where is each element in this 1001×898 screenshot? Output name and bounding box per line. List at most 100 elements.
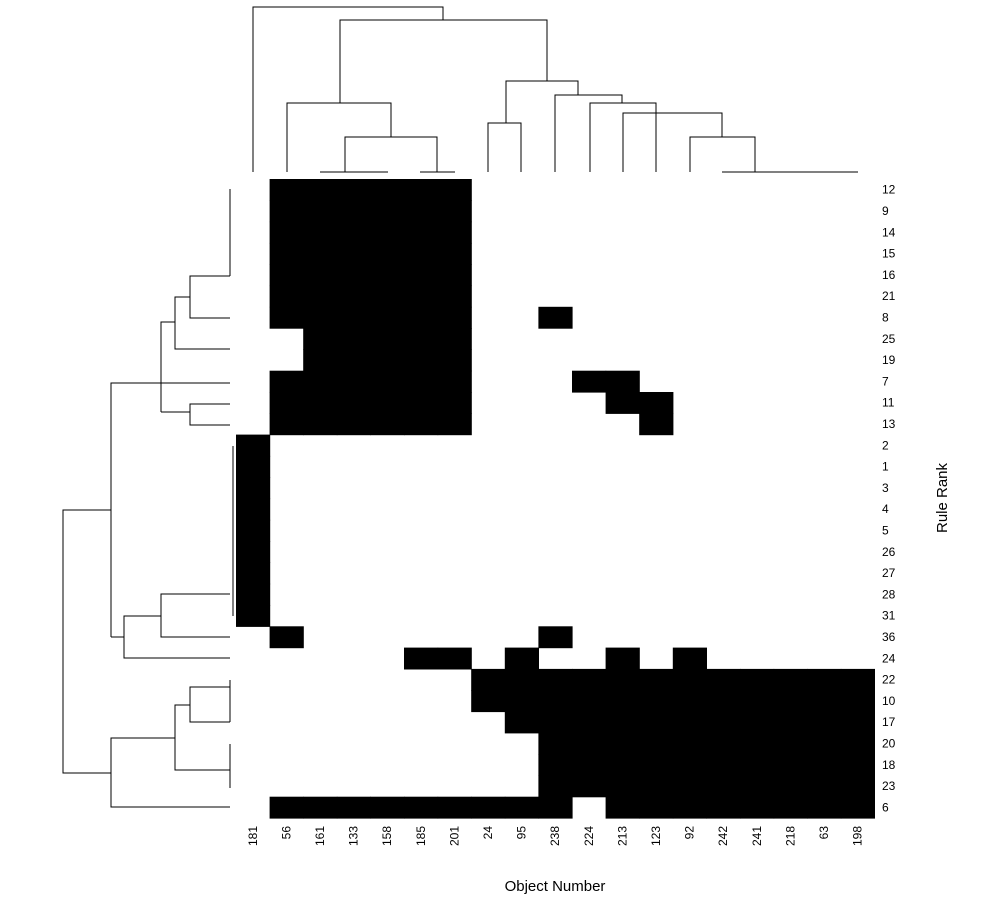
heatmap-cell (303, 413, 338, 436)
row-label: 4 (882, 502, 889, 516)
heatmap-cell (538, 732, 573, 755)
heatmap-cell (269, 392, 304, 414)
row-label: 1 (882, 460, 889, 474)
heatmap-cell (471, 690, 506, 713)
row-label: 11 (882, 396, 895, 410)
heatmap-cell (303, 796, 338, 819)
heatmap-cell (336, 285, 371, 308)
heatmap-cell (236, 605, 271, 627)
heatmap-cell (538, 775, 573, 798)
heatmap-cell (840, 711, 875, 734)
heatmap-cell (269, 285, 304, 308)
heatmap-cell (740, 711, 775, 734)
heatmap-cell (807, 775, 842, 798)
heatmap-cell (370, 179, 405, 201)
heatmap-cell (740, 690, 775, 713)
heatmap-cell (303, 328, 338, 350)
column-label: 24 (481, 826, 495, 840)
heatmap-cell (303, 392, 338, 414)
heatmap-cell (740, 754, 775, 776)
heatmap-cell (504, 690, 539, 713)
heatmap-cell (336, 328, 371, 350)
heatmap-cell (437, 264, 472, 287)
heatmap-cell (538, 754, 573, 776)
heatmap-cell (303, 306, 338, 329)
heatmap-cell (572, 370, 607, 393)
heatmap-cell (336, 306, 371, 329)
heatmap-cell (269, 242, 304, 265)
heatmap-cell (269, 370, 304, 393)
column-label: 185 (414, 826, 428, 846)
heatmap-cell (504, 647, 539, 670)
heatmap-cell (538, 626, 573, 649)
heatmap-cell (437, 413, 472, 436)
heatmap-cell (236, 477, 271, 500)
heatmap-cell (572, 690, 607, 713)
heatmap-cell (404, 306, 439, 329)
heatmap-cell (404, 179, 439, 201)
heatmap-cell (706, 775, 741, 798)
heatmap-cell (236, 434, 271, 457)
heatmap-cell (336, 200, 371, 223)
heatmap-cell (840, 796, 875, 819)
heatmap-cell (672, 754, 707, 776)
heatmap-cell (538, 690, 573, 713)
heatmap-cell (773, 775, 808, 798)
heatmap-cell (336, 796, 371, 819)
heatmap-cell (269, 626, 304, 649)
heatmap-cell (437, 221, 472, 244)
heatmap-cell (404, 242, 439, 265)
heatmap-cell (236, 498, 271, 521)
heatmap-cell (639, 796, 674, 819)
heatmap-cell (336, 392, 371, 414)
heatmap-cell (336, 264, 371, 287)
heatmap-cell (370, 242, 405, 265)
heatmap-cell (807, 668, 842, 691)
row-label: 14 (882, 225, 896, 239)
heatmap-cell (807, 732, 842, 755)
heatmap-cell (303, 285, 338, 308)
heatmap-cell (504, 711, 539, 734)
heatmap-cell (572, 754, 607, 776)
heatmap-cell (370, 392, 405, 414)
heatmap-cell (538, 796, 573, 819)
row-label: 8 (882, 310, 889, 324)
heatmap-cell (370, 306, 405, 329)
row-label: 16 (882, 268, 896, 282)
heatmap-cell (538, 668, 573, 691)
column-label: 213 (615, 826, 629, 846)
heatmap-cell (404, 200, 439, 223)
heatmap-cell (236, 541, 271, 563)
heatmap-cell (303, 200, 338, 223)
row-label: 31 (882, 609, 896, 623)
heatmap-cell (605, 668, 640, 691)
heatmap-cell (672, 711, 707, 734)
column-label: 95 (515, 826, 529, 840)
heatmap-cell (605, 370, 640, 393)
column-label: 161 (313, 826, 327, 846)
heatmap-cell (840, 775, 875, 798)
column-label: 123 (649, 826, 663, 846)
heatmap-cell (706, 796, 741, 819)
row-label: 10 (882, 694, 896, 708)
heatmap-cell (773, 711, 808, 734)
heatmap-cell (236, 455, 271, 478)
heatmap-cell (706, 732, 741, 755)
row-label: 26 (882, 545, 896, 559)
column-label: 224 (582, 826, 596, 846)
heatmap-cell (437, 179, 472, 201)
heatmap-cell (437, 242, 472, 265)
heatmap-cell (740, 775, 775, 798)
heatmap-cell (672, 796, 707, 819)
heatmap-cell (773, 732, 808, 755)
heatmap-cell (639, 392, 674, 414)
heatmap-cell (404, 328, 439, 350)
row-label: 13 (882, 417, 896, 431)
heatmap-cell (437, 370, 472, 393)
heatmap-cell (605, 796, 640, 819)
column-label: 218 (783, 826, 797, 846)
heatmap-cell (370, 349, 405, 372)
heatmap-cell (639, 668, 674, 691)
column-label: 201 (447, 826, 461, 846)
